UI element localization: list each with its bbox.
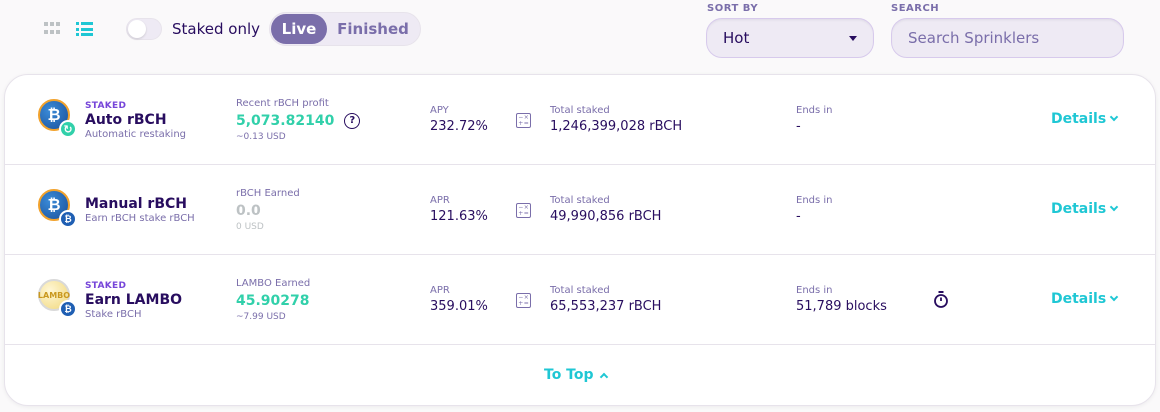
earnings-usd: 0 USD xyxy=(236,222,264,232)
details-label: Details xyxy=(1051,291,1107,307)
sort-by-select[interactable]: Hot xyxy=(706,18,874,58)
pool-row-auto-rbch[interactable]: ₿ ↻ STAKED Auto rBCH Automatic restaking… xyxy=(5,75,1155,165)
earnings-value: 0.0 xyxy=(236,203,261,219)
details-label: Details xyxy=(1051,111,1107,127)
chevron-down-icon xyxy=(1109,292,1119,302)
sort-by-label: SORT BY xyxy=(707,3,759,14)
table-view-icon[interactable] xyxy=(76,22,94,36)
details-button[interactable]: Details xyxy=(1051,201,1119,217)
search-input[interactable] xyxy=(891,18,1124,58)
earnings-value: 45.90278 xyxy=(236,293,310,309)
ends-in-label: Ends in xyxy=(796,195,833,206)
total-staked-label: Total staked xyxy=(550,285,610,296)
chevron-down-icon xyxy=(1109,202,1119,212)
help-icon[interactable]: ? xyxy=(344,113,361,129)
earnings-cell: rBCH Earned 0.0 0 USD xyxy=(236,165,300,255)
apy-value: 232.72% xyxy=(430,119,488,134)
rbch-small-coin-icon: ₿ xyxy=(59,210,77,228)
total-staked-cell: Total staked 49,990,856 rBCH xyxy=(550,165,661,255)
auto-rbch-token-icon: ₿ ↻ xyxy=(38,99,78,139)
earnings-value: 5,073.82140 xyxy=(236,113,335,129)
rbch-coin-icon: ₿ xyxy=(38,99,70,131)
apr-cell: APR 121.63% xyxy=(430,165,488,255)
pool-subtitle: Earn rBCH stake rBCH xyxy=(85,212,195,224)
total-staked-cell: Total staked 65,553,237 rBCH xyxy=(550,255,661,345)
details-button[interactable]: Details xyxy=(1051,291,1119,307)
rbch-small-coin-icon: ₿ xyxy=(59,300,77,318)
ends-in-label: Ends in xyxy=(796,105,833,116)
staked-only-toggle[interactable] xyxy=(126,18,162,40)
pool-name: Earn LAMBO xyxy=(85,291,183,308)
ends-in-value: - xyxy=(796,119,801,134)
staked-badge: STAKED xyxy=(85,280,127,291)
view-toggle xyxy=(44,22,94,36)
apr-label: APR xyxy=(430,195,450,206)
calculator-icon[interactable]: − × + = xyxy=(516,203,531,218)
staked-only-filter: Staked only xyxy=(126,18,260,40)
pool-subtitle: Stake rBCH xyxy=(85,308,142,320)
earnings-usd: ~7.99 USD xyxy=(236,312,286,322)
apr-value: 121.63% xyxy=(430,209,488,224)
toggle-knob xyxy=(128,20,146,38)
auto-compound-icon: ↻ xyxy=(59,120,77,138)
pool-name: Auto rBCH xyxy=(85,111,167,128)
earnings-usd: ~0.13 USD xyxy=(236,132,286,142)
manual-rbch-token-icon: ₿ ₿ xyxy=(38,189,78,229)
apr-cell: APR 359.01% xyxy=(430,255,488,345)
calculator-icon[interactable]: − × + = xyxy=(516,113,531,128)
earnings-label: rBCH Earned xyxy=(236,188,300,199)
total-staked-label: Total staked xyxy=(550,105,610,116)
sort-by-value: Hot xyxy=(723,29,750,47)
caret-down-icon xyxy=(849,35,857,41)
details-label: Details xyxy=(1051,201,1107,217)
ends-in-cell: Ends in - xyxy=(796,165,833,255)
pool-subtitle: Automatic restaking xyxy=(85,128,187,140)
ends-in-value: - xyxy=(796,209,801,224)
apy-label: APY xyxy=(430,105,449,116)
pool-title: STAKED Earn LAMBO Stake rBCH xyxy=(85,255,182,345)
tab-live[interactable]: Live xyxy=(271,14,327,44)
earnings-cell: LAMBO Earned 45.90278 ~7.99 USD xyxy=(236,255,310,345)
total-staked-value: 65,553,237 rBCH xyxy=(550,299,662,314)
to-top-button[interactable]: To Top xyxy=(544,367,608,383)
staked-only-label: Staked only xyxy=(172,20,260,38)
earnings-label: LAMBO Earned xyxy=(236,278,311,289)
pool-row-earn-lambo[interactable]: LAMBO ₿ STAKED Earn LAMBO Stake rBCH LAM… xyxy=(5,255,1155,345)
earnings-value-wrap: 5,073.82140 ? xyxy=(236,111,361,131)
total-staked-label: Total staked xyxy=(550,195,610,206)
apr-value: 359.01% xyxy=(430,299,488,314)
apr-label: APR xyxy=(430,285,450,296)
pool-name: Manual rBCH xyxy=(85,195,187,212)
ends-in-cell: Ends in 51,789 blocks xyxy=(796,255,887,345)
total-staked-value: 49,990,856 rBCH xyxy=(550,209,662,224)
chevron-down-icon xyxy=(1109,112,1119,122)
tab-finished[interactable]: Finished xyxy=(337,20,409,38)
pool-row-manual-rbch[interactable]: ₿ ₿ Manual rBCH Earn rBCH stake rBCH rBC… xyxy=(5,165,1155,255)
pool-title: Manual rBCH Earn rBCH stake rBCH xyxy=(85,165,195,255)
pool-title: STAKED Auto rBCH Automatic restaking xyxy=(85,75,186,165)
ends-in-value: 51,789 blocks xyxy=(796,299,887,314)
timer-icon[interactable] xyxy=(933,291,949,308)
chevron-up-icon xyxy=(599,372,608,381)
pool-status-tabs: Live Finished xyxy=(269,12,421,46)
calculator-icon[interactable]: − × + = xyxy=(516,293,531,308)
earnings-cell: Recent rBCH profit 5,073.82140 ? ~0.13 U… xyxy=(236,75,361,165)
details-button[interactable]: Details xyxy=(1051,111,1119,127)
total-staked-cell: Total staked 1,246,399,028 rBCH xyxy=(550,75,682,165)
lambo-token-icon: LAMBO ₿ xyxy=(38,279,78,319)
ends-in-cell: Ends in - xyxy=(796,75,833,165)
pool-table: ₿ ↻ STAKED Auto rBCH Automatic restaking… xyxy=(4,74,1156,406)
total-staked-value: 1,246,399,028 rBCH xyxy=(550,119,683,134)
staked-badge: STAKED xyxy=(85,100,127,111)
to-top-label: To Top xyxy=(544,367,594,383)
ends-in-label: Ends in xyxy=(796,285,833,296)
apy-cell: APY 232.72% xyxy=(430,75,488,165)
earnings-label: Recent rBCH profit xyxy=(236,98,329,109)
card-view-icon[interactable] xyxy=(44,22,60,36)
search-label: SEARCH xyxy=(891,3,940,14)
